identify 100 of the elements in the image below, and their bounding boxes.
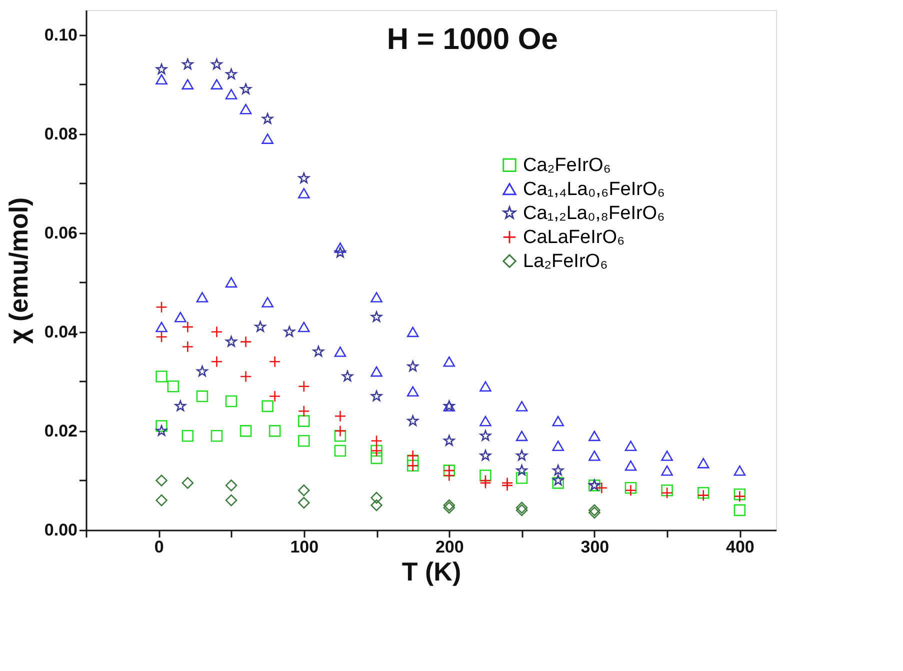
point — [298, 484, 310, 496]
x-tick-label: 300 — [580, 538, 610, 556]
point — [734, 504, 746, 516]
point — [370, 434, 382, 447]
point — [196, 366, 208, 376]
point — [480, 470, 492, 482]
point — [182, 430, 194, 442]
legend-label: Ca₁,₄La₀,₆FeIrO₆ — [523, 179, 665, 200]
point — [156, 74, 168, 85]
point — [182, 79, 194, 90]
y-tick-label: 0.10 — [44, 25, 78, 44]
point — [225, 480, 238, 492]
point — [174, 312, 186, 322]
point — [298, 405, 310, 418]
point — [225, 277, 238, 288]
point — [225, 494, 238, 506]
point — [312, 346, 324, 357]
y-tick-label: 0.04 — [44, 322, 78, 342]
point — [370, 292, 382, 302]
point — [443, 499, 456, 512]
point — [298, 434, 310, 447]
point — [240, 370, 252, 382]
annotation: H = 1000 Oe — [386, 23, 558, 56]
point — [240, 336, 252, 348]
point — [516, 464, 528, 476]
y-axis-title: χ (emu/mol) — [3, 197, 34, 344]
point — [661, 486, 673, 499]
point — [516, 450, 528, 461]
x-axis-title: T (K) — [402, 556, 462, 586]
point — [240, 104, 252, 114]
point — [734, 465, 746, 476]
point — [552, 464, 564, 476]
point — [588, 504, 600, 516]
point — [370, 492, 382, 504]
point — [443, 356, 456, 367]
point — [406, 450, 419, 462]
point — [370, 311, 382, 322]
point — [226, 68, 237, 80]
point — [552, 474, 564, 486]
point — [156, 330, 168, 343]
point — [210, 356, 223, 368]
legend-label: La₂FeIrO₆ — [523, 251, 608, 272]
point — [552, 416, 564, 426]
point — [334, 346, 346, 357]
point — [225, 395, 238, 408]
point — [298, 415, 310, 427]
point — [262, 400, 274, 412]
point — [254, 321, 266, 332]
y-tick-label: 0.08 — [44, 124, 78, 144]
point — [334, 425, 346, 437]
point — [334, 430, 346, 442]
point — [182, 321, 194, 333]
point — [174, 400, 186, 412]
point — [480, 477, 492, 489]
x-tick-label: 0 — [154, 538, 164, 556]
point — [210, 326, 223, 338]
point — [240, 425, 252, 437]
point — [182, 58, 194, 70]
point — [182, 477, 194, 489]
point — [298, 380, 310, 392]
point — [552, 477, 564, 489]
point — [370, 499, 382, 512]
legend-label: Ca₁,₂La₀,₈FeIrO₆ — [523, 203, 665, 224]
point — [516, 502, 528, 514]
point — [262, 134, 274, 144]
point — [552, 440, 564, 451]
point — [156, 370, 168, 382]
point — [156, 322, 168, 332]
point — [697, 458, 710, 468]
point — [167, 380, 180, 392]
point — [342, 370, 354, 382]
x-tick-label: 400 — [726, 538, 754, 556]
point — [156, 494, 168, 506]
point — [225, 89, 238, 100]
point — [516, 472, 528, 484]
point — [334, 444, 346, 457]
point — [661, 465, 673, 476]
point — [480, 430, 492, 441]
point — [262, 297, 274, 308]
point — [588, 506, 600, 519]
point — [444, 434, 455, 446]
x-tick-label: 200 — [435, 538, 464, 556]
point — [334, 246, 346, 258]
point — [334, 242, 346, 253]
point — [182, 340, 194, 353]
point — [661, 450, 673, 461]
point — [370, 452, 382, 464]
point — [210, 430, 223, 442]
point — [211, 58, 222, 70]
point — [624, 484, 637, 496]
legend-label: CaLaFeIrO₆ — [523, 227, 625, 248]
point — [480, 450, 492, 461]
point — [661, 484, 673, 496]
point — [268, 356, 281, 368]
point — [268, 425, 281, 437]
point — [624, 440, 637, 451]
point — [516, 504, 528, 516]
point — [370, 366, 382, 377]
point — [588, 450, 600, 461]
point — [268, 390, 281, 402]
